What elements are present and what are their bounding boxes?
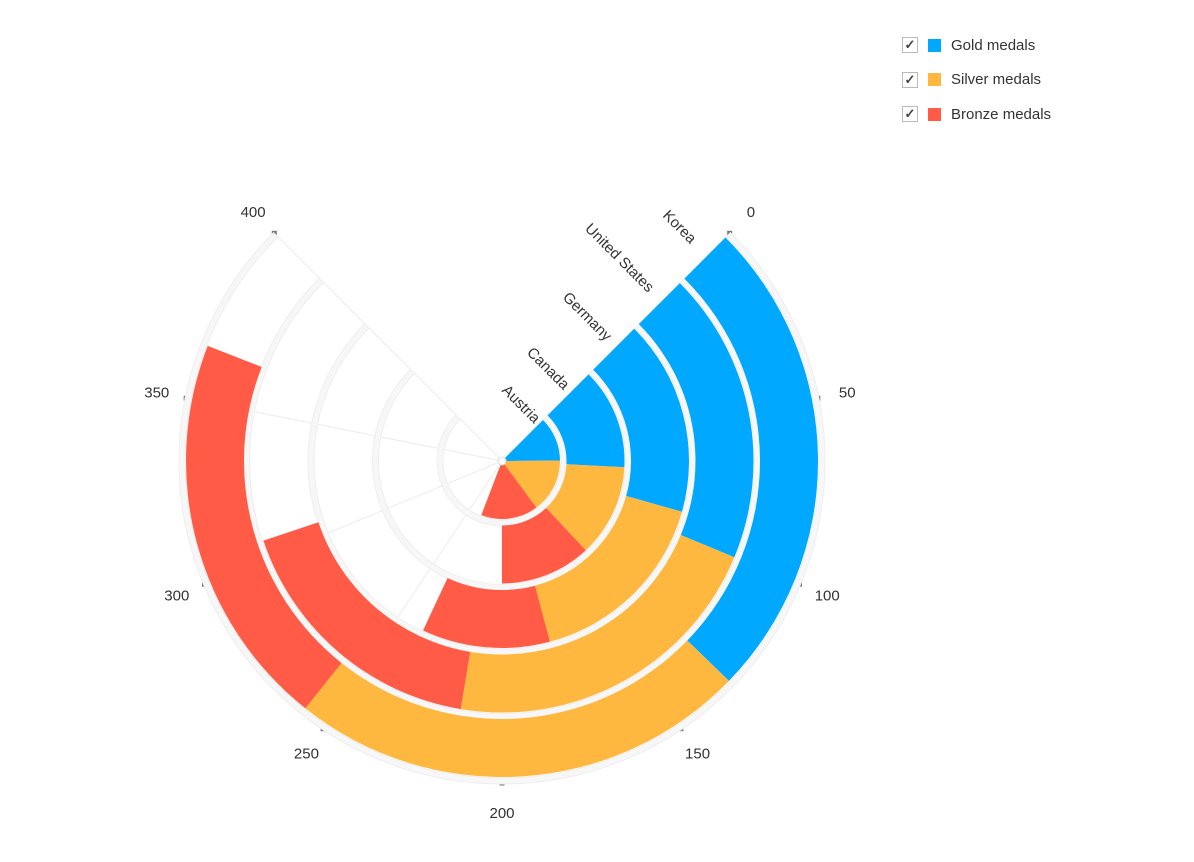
legend-label: Gold medals — [951, 36, 1036, 54]
checkbox-icon[interactable]: ✓ — [902, 37, 918, 54]
category-label: Austria — [498, 382, 543, 427]
legend-swatch — [928, 107, 941, 121]
bar-bronze-medals[interactable] — [502, 508, 586, 584]
tick-label: 350 — [144, 384, 169, 401]
tick-label: 150 — [685, 746, 710, 763]
bar-gold-medals[interactable] — [593, 328, 689, 512]
bar-gold-medals[interactable] — [502, 419, 560, 461]
bar-bronze-medals[interactable] — [423, 577, 550, 649]
bar-bronze-medals[interactable] — [481, 461, 537, 519]
grid-spoke — [273, 232, 503, 462]
bar-silver-medals[interactable] — [460, 535, 735, 713]
bar-silver-medals[interactable] — [305, 640, 729, 778]
tick-label: 300 — [164, 588, 189, 605]
tick-label: 0 — [747, 204, 755, 221]
legend-item[interactable]: ✓ Bronze medals — [902, 97, 1051, 132]
category-label: Canada — [523, 344, 573, 394]
checkbox-icon[interactable]: ✓ — [902, 106, 918, 123]
legend-item[interactable]: ✓ Gold medals — [902, 28, 1051, 63]
bar-track — [178, 231, 826, 785]
bar-bronze-medals[interactable] — [263, 522, 471, 710]
legend-label: Bronze medals — [951, 105, 1052, 123]
tick-label: 400 — [241, 204, 266, 221]
bar-silver-medals[interactable] — [502, 460, 561, 508]
bar-gold-medals[interactable] — [547, 374, 625, 468]
legend-swatch — [928, 38, 941, 52]
legend-item[interactable]: ✓ Silver medals — [902, 63, 1051, 98]
category-label: Germany — [559, 289, 615, 345]
bar-gold-medals[interactable] — [638, 283, 754, 558]
bar-gold-medals[interactable] — [684, 237, 819, 681]
checkbox-icon[interactable]: ✓ — [902, 71, 918, 88]
tick-label: 100 — [815, 588, 840, 605]
tick-label: 250 — [294, 746, 319, 763]
bar-silver-medals[interactable] — [546, 464, 625, 551]
tick-label: 200 — [489, 805, 514, 822]
category-label: Korea — [659, 207, 700, 248]
center-dot — [497, 456, 507, 466]
legend-label: Silver medals — [951, 71, 1042, 89]
bar-silver-medals[interactable] — [535, 496, 682, 642]
tick-label: 50 — [839, 384, 856, 401]
legend: ✓ Gold medals ✓ Silver medals ✓ Bronze medals — [902, 28, 1051, 132]
category-label: United States — [581, 220, 657, 296]
bar-bronze-medals[interactable] — [185, 345, 342, 709]
legend-swatch — [928, 73, 941, 87]
